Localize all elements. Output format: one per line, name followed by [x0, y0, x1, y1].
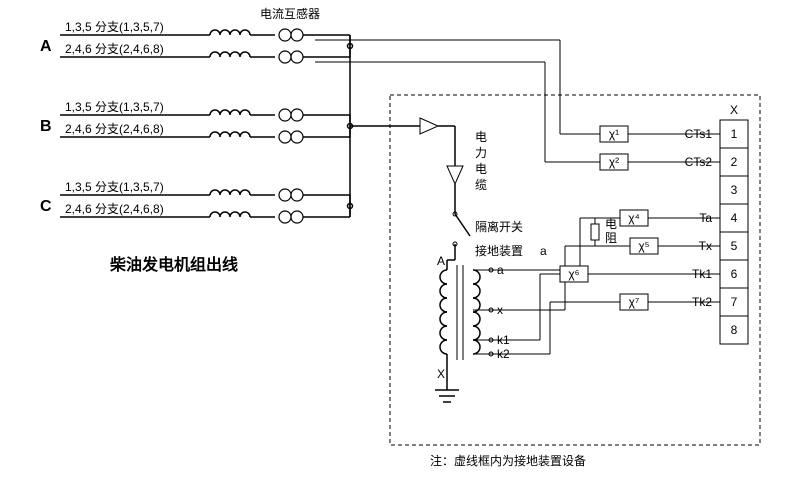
svg-text:χ⁶: χ⁶: [568, 267, 579, 281]
svg-text:2: 2: [731, 155, 738, 169]
svg-text:隔离开关: 隔离开关: [475, 219, 523, 234]
svg-text:2,4,6 分支(2,4,6,8): 2,4,6 分支(2,4,6,8): [65, 202, 164, 216]
svg-text:电流互感器: 电流互感器: [260, 6, 320, 21]
svg-text:阻: 阻: [605, 231, 617, 245]
svg-text:χ²: χ²: [609, 155, 619, 169]
svg-text:注：虚线框内为接地装置设备: 注：虚线框内为接地装置设备: [430, 453, 586, 468]
svg-text:6: 6: [731, 267, 738, 281]
svg-text:a: a: [540, 244, 547, 258]
svg-text:电: 电: [605, 217, 617, 231]
svg-text:C: C: [40, 198, 52, 215]
svg-text:2,4,6 分支(2,4,6,8): 2,4,6 分支(2,4,6,8): [65, 42, 164, 56]
svg-text:5: 5: [731, 239, 738, 253]
svg-text:1: 1: [731, 127, 738, 141]
svg-text:柴油发电机组出线: 柴油发电机组出线: [109, 255, 238, 274]
svg-text:8: 8: [731, 323, 738, 337]
svg-text:电: 电: [475, 162, 487, 176]
svg-text:力: 力: [475, 146, 487, 160]
svg-text:1,3,5 分支(1,3,5,7): 1,3,5 分支(1,3,5,7): [65, 180, 164, 194]
svg-text:χ¹: χ¹: [609, 127, 619, 141]
svg-text:A: A: [437, 254, 445, 268]
svg-text:χ⁴: χ⁴: [628, 211, 639, 225]
svg-text:电: 电: [475, 130, 487, 144]
svg-text:χ⁷: χ⁷: [629, 295, 640, 309]
svg-text:χ⁵: χ⁵: [638, 239, 649, 253]
svg-text:4: 4: [731, 211, 738, 225]
svg-text:X: X: [437, 367, 445, 381]
svg-text:B: B: [40, 118, 52, 135]
svg-text:缆: 缆: [475, 178, 487, 192]
svg-text:2,4,6 分支(2,4,6,8): 2,4,6 分支(2,4,6,8): [65, 122, 164, 136]
svg-text:1,3,5 分支(1,3,5,7): 1,3,5 分支(1,3,5,7): [65, 20, 164, 34]
svg-text:接地装置: 接地装置: [475, 243, 523, 258]
svg-text:7: 7: [731, 295, 738, 309]
grounding-device-schematic: A 1,3,5 分支(1,3,5,7) 2,4,6 分支(2,4,6,8) B 1,3,…: [0, 0, 800, 500]
svg-text:A: A: [40, 38, 52, 55]
svg-text:1,3,5 分支(1,3,5,7): 1,3,5 分支(1,3,5,7): [65, 100, 164, 114]
svg-text:3: 3: [731, 183, 738, 197]
svg-text:X: X: [730, 103, 738, 117]
